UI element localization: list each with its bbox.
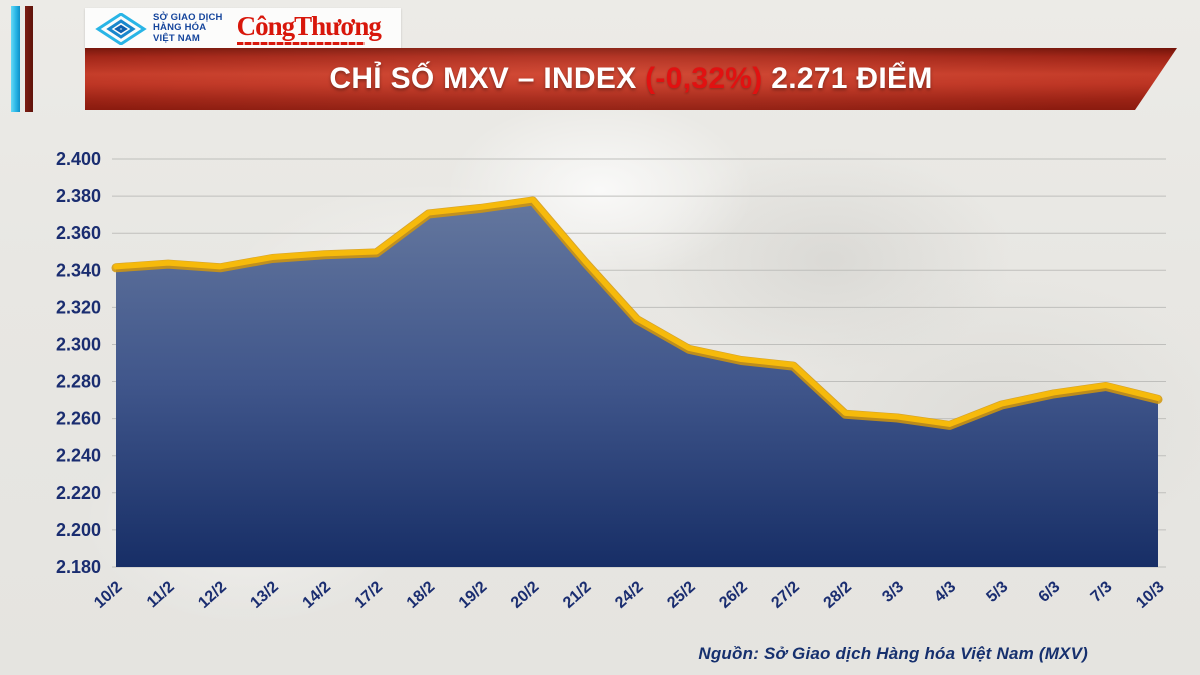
congthuong-wordmark: CôngThương <box>236 10 382 41</box>
x-tick-label: 10/3 <box>1133 578 1168 612</box>
org-name: SỞ GIAO DỊCH HÀNG HÓA VIỆT NAM <box>153 12 223 44</box>
org-name-line1: SỞ GIAO DỊCH <box>153 12 223 24</box>
x-tick-label: 4/3 <box>931 578 959 606</box>
x-tick-label: 7/3 <box>1088 578 1116 606</box>
congthuong-logo: CôngThương <box>236 10 382 45</box>
y-tick-label: 2.180 <box>56 557 101 577</box>
x-tick-label: 6/3 <box>1036 578 1064 606</box>
x-tick-label: 13/2 <box>247 578 282 612</box>
chart-title-points: 2.271 ĐIỂM <box>762 62 933 95</box>
y-tick-label: 2.300 <box>56 335 101 355</box>
y-tick-label: 2.220 <box>56 483 101 503</box>
org-name-line3: VIỆT NAM <box>153 32 200 44</box>
header-logo-box: SỞ GIAO DỊCH HÀNG HÓA VIỆT NAM CôngThươn… <box>85 8 401 49</box>
y-tick-label: 2.340 <box>56 260 101 280</box>
org-name-line2: HÀNG HÓA <box>153 22 207 34</box>
y-tick-label: 2.240 <box>56 446 101 466</box>
x-tick-label: 24/2 <box>612 578 647 612</box>
y-tick-label: 2.260 <box>56 409 101 429</box>
x-tick-label: 28/2 <box>821 578 856 612</box>
y-tick-label: 2.360 <box>56 223 101 243</box>
x-tick-label: 14/2 <box>300 578 335 612</box>
y-tick-label: 2.380 <box>56 186 101 206</box>
x-tick-label: 26/2 <box>716 578 751 612</box>
source-attribution: Nguồn: Sở Giao dịch Hàng hóa Việt Nam (M… <box>698 644 1088 663</box>
x-tick-label: 12/2 <box>195 578 230 612</box>
congthuong-tagline-strip <box>236 41 365 45</box>
x-axis-labels: 10/2 11/2 12/2 13/2 14/2 17/2 18/2 19/2 20/2 21/2… <box>91 578 1168 612</box>
x-tick-label: 5/3 <box>983 578 1011 606</box>
index-line <box>113 197 1161 427</box>
x-tick-label: 27/2 <box>768 578 803 612</box>
mxv-diamond-icon <box>95 12 147 45</box>
x-tick-label: 17/2 <box>352 578 387 612</box>
x-tick-label: 3/3 <box>879 578 907 606</box>
x-tick-label: 20/2 <box>508 578 543 612</box>
x-tick-label: 21/2 <box>560 578 595 612</box>
left-accent-bar-cyan <box>11 6 20 112</box>
x-tick-label: 11/2 <box>144 578 178 611</box>
chart-title-change-percent: (-0,32%) <box>645 62 763 95</box>
x-tick-label: 19/2 <box>456 578 491 612</box>
chart-title-prefix: CHỈ SỐ MXV – INDEX <box>329 62 646 95</box>
index-area-fill <box>116 199 1158 568</box>
y-tick-label: 2.200 <box>56 520 101 540</box>
title-banner: CHỈ SỐ MXV – INDEX (-0,32%) 2.271 ĐIỂM <box>85 48 1177 110</box>
chart-title: CHỈ SỐ MXV – INDEX (-0,32%) 2.271 ĐIỂM <box>329 62 932 96</box>
x-tick-label: 18/2 <box>404 578 439 612</box>
y-tick-label: 2.320 <box>56 297 101 317</box>
x-tick-label: 10/2 <box>91 578 126 612</box>
y-tick-label: 2.280 <box>56 372 101 392</box>
left-accent-bar-maroon <box>25 6 33 112</box>
y-tick-label: 2.400 <box>56 149 101 169</box>
x-tick-label: 25/2 <box>664 578 699 612</box>
